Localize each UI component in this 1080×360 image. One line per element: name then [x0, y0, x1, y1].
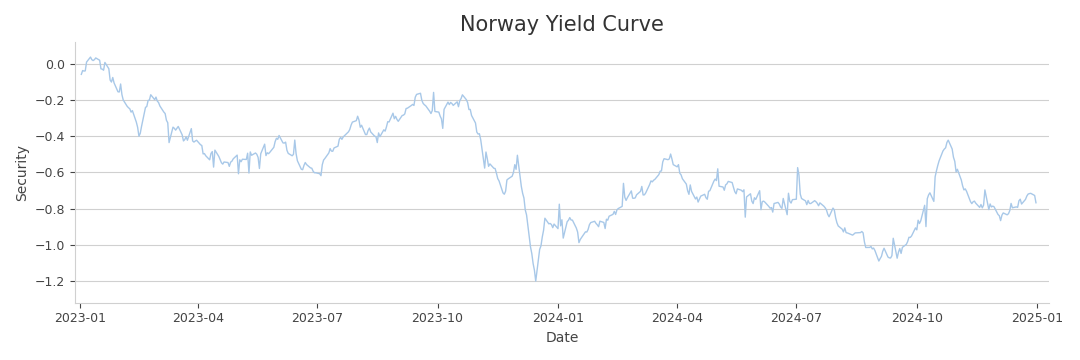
- X-axis label: Date: Date: [545, 331, 579, 345]
- Title: Norway Yield Curve: Norway Yield Curve: [460, 15, 664, 35]
- Y-axis label: Security: Security: [15, 144, 29, 201]
